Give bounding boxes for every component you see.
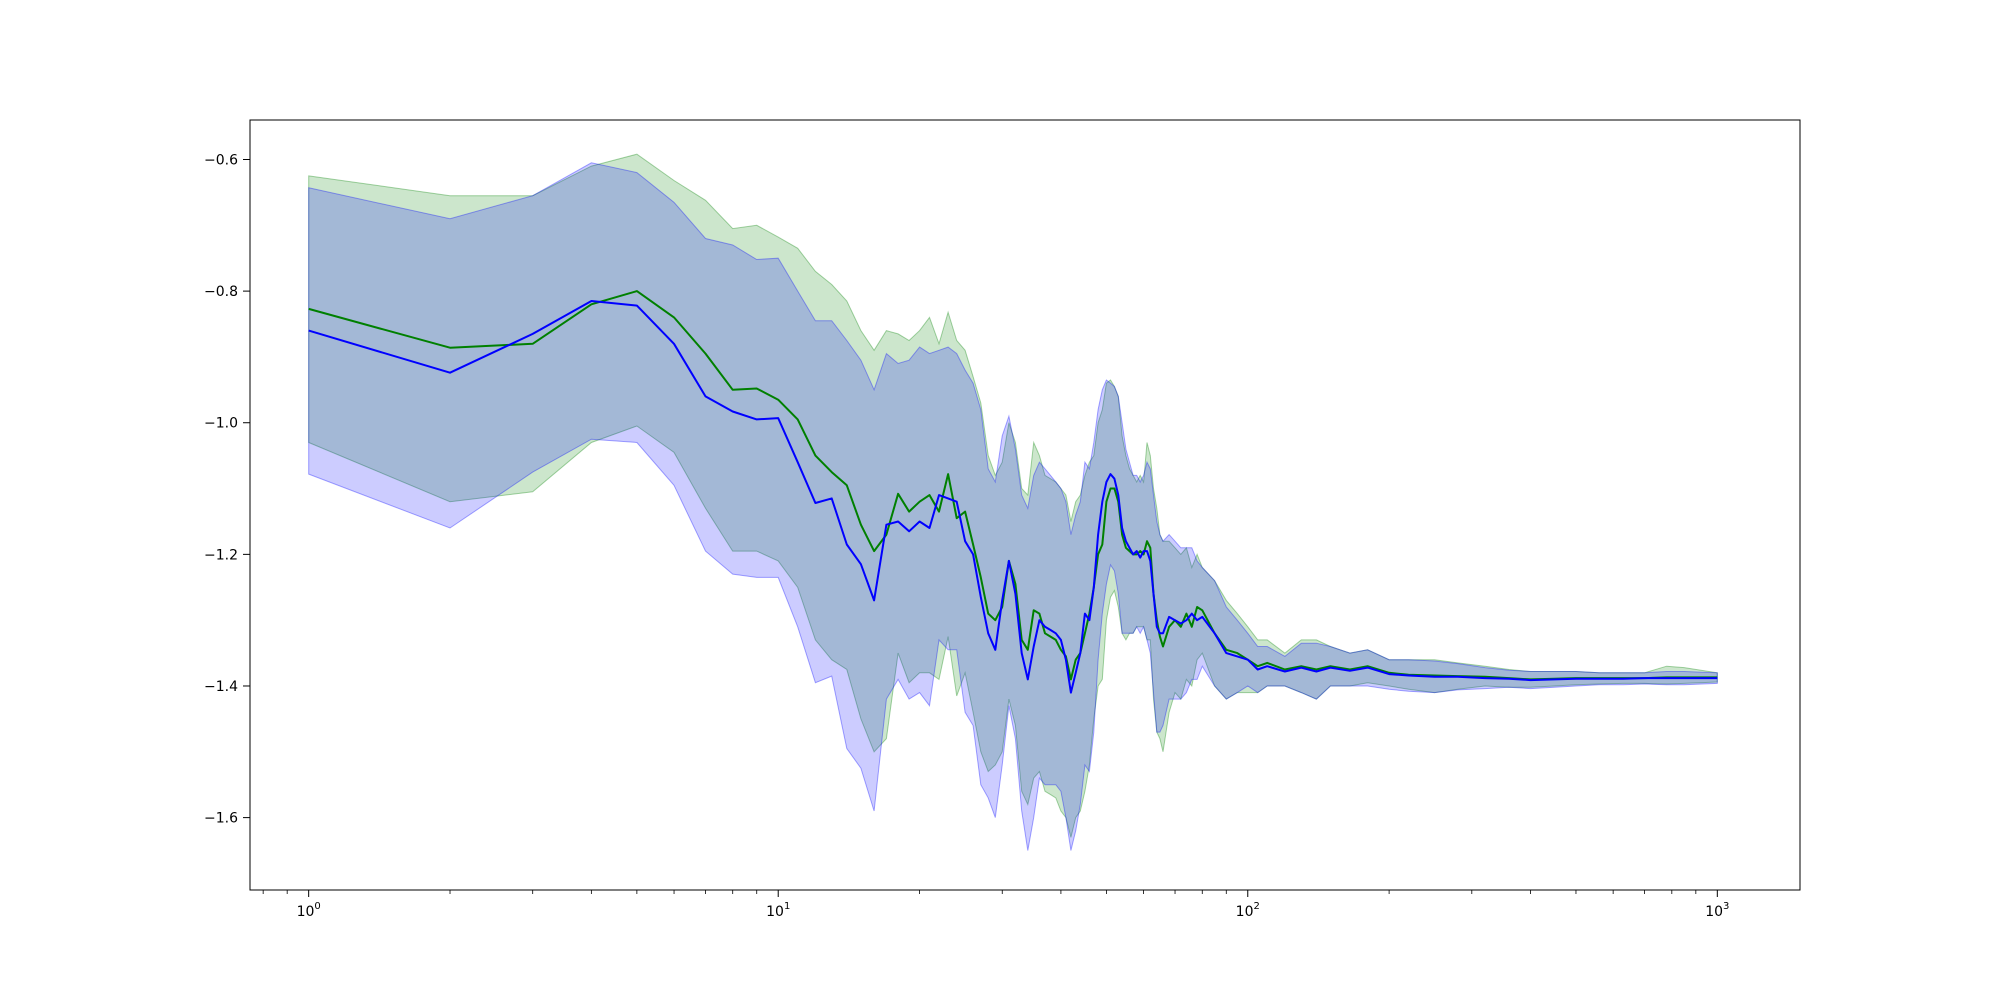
plot-area-frame (249, 119, 1801, 891)
confidence-bands (308, 153, 1718, 851)
y-tick-label: −1.2 (204, 547, 238, 563)
y-tick-label: −0.6 (204, 152, 238, 168)
y-axis: −0.6 −0.8 −1.0 −1.2 −1.4 −1.6 (204, 152, 250, 827)
x-tick-label: 102 (1236, 901, 1260, 920)
x-tick-label: 103 (1705, 901, 1729, 920)
y-tick-label: −0.8 (204, 284, 238, 300)
series-1-band (308, 162, 1718, 851)
series-1-line (308, 300, 1718, 694)
y-tick-label: −1.4 (204, 679, 238, 695)
x-tick-label: 101 (766, 901, 790, 920)
y-tick-label: −1.0 (204, 416, 238, 432)
series-0-line (308, 290, 1718, 681)
y-tick-label: −1.6 (204, 811, 238, 827)
series-lines (308, 290, 1718, 694)
x-tick-label: 100 (297, 901, 321, 920)
x-axis: 100 101 102 103 (262, 890, 1729, 920)
